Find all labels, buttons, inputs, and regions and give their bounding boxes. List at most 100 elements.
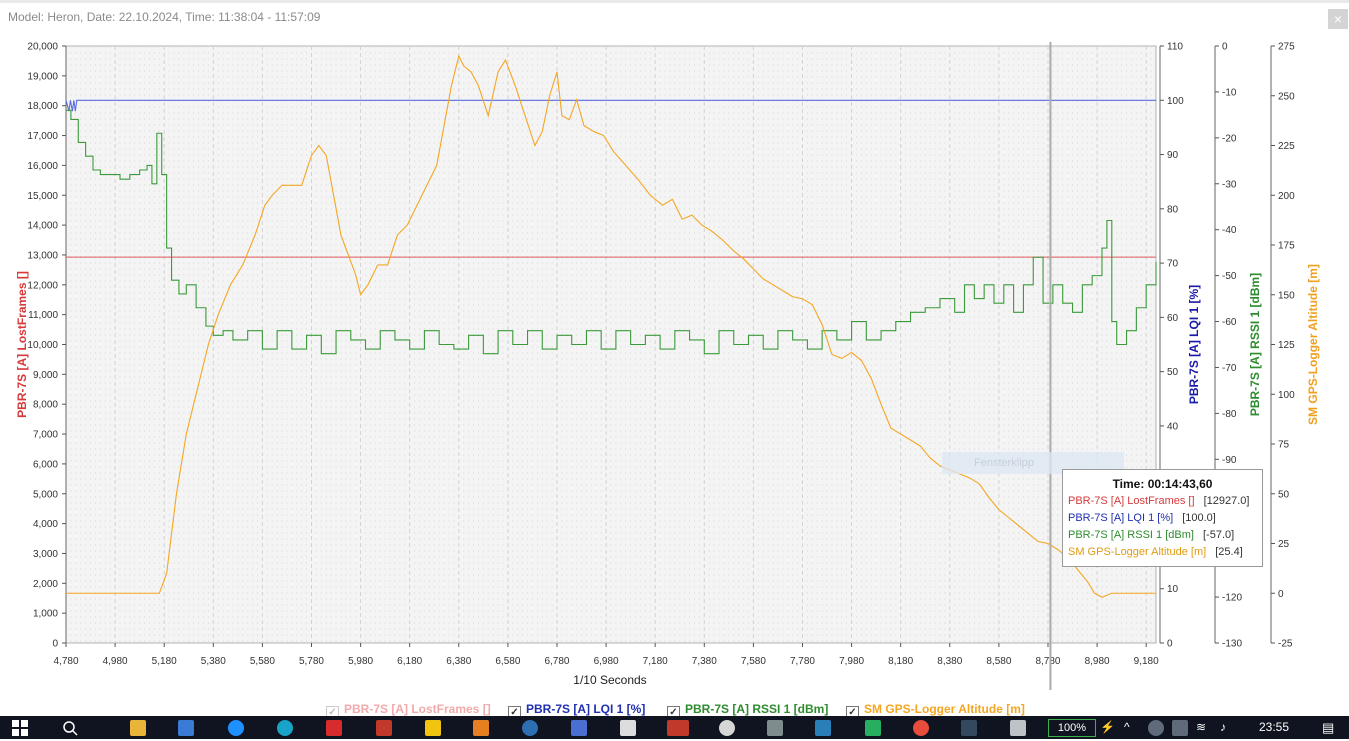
tooltip-row-value: [25.4] <box>1215 546 1243 558</box>
app-globe-icon[interactable] <box>522 720 538 736</box>
app-orange-icon[interactable] <box>473 720 489 736</box>
y-tick-label: -120 <box>1222 593 1242 604</box>
y-tick-label: -25 <box>1278 639 1293 650</box>
tooltip-row-name: PBR-7S [A] RSSI 1 [dBm] <box>1068 529 1194 541</box>
vspeak-icon[interactable] <box>667 720 689 736</box>
app-blue-icon[interactable] <box>571 720 587 736</box>
clock[interactable]: 23:55 <box>1259 720 1290 734</box>
y-tick-label: 10 <box>1167 584 1179 595</box>
y-tick-label: 11,000 <box>28 310 58 321</box>
tooltip-row-lostframes: PBR-7S [A] LostFrames [] [12927.0] <box>1068 495 1249 507</box>
tooltip-row-rssi: PBR-7S [A] RSSI 1 [dBm] [-57.0] <box>1068 529 1234 541</box>
y-tick-label: 6,000 <box>33 459 58 470</box>
tray-icon[interactable] <box>1172 720 1188 736</box>
volume-icon[interactable]: ♪ <box>1220 720 1226 734</box>
y-tick-label: 90 <box>1167 150 1179 161</box>
close-button[interactable]: × <box>1328 9 1348 29</box>
taskbar: 100% ⚡ ^ ≋ ♪ 23:55 ▤ <box>0 716 1349 739</box>
y-tick-label: 10,000 <box>27 340 58 351</box>
notification-icon[interactable]: ▤ <box>1322 720 1335 735</box>
app-dark-icon[interactable] <box>961 720 977 736</box>
checkbox-icon[interactable]: ✓ <box>667 706 680 719</box>
legend-item-lostframes[interactable]: ✓ PBR-7S [A] LostFrames [] <box>326 702 491 719</box>
y-tick-label: 110 <box>1167 42 1183 53</box>
title-bar: Model: Heron, Date: 22.10.2024, Time: 11… <box>0 3 1349 30</box>
y-tick-label: 60 <box>1167 313 1179 324</box>
tooltip-time-value: 00:14:43,60 <box>1147 477 1213 491</box>
y-tick-label: 8,000 <box>33 400 58 411</box>
axis-lost: 0 1,000 2,000 3,000 4,000 5,000 6,000 7,000 8,00… <box>15 42 67 650</box>
legend-label: PBR-7S [A] LQI 1 [%] <box>526 702 646 716</box>
y-tick-label: 50 <box>1278 489 1290 500</box>
legend-item-lqi[interactable]: ✓ PBR-7S [A] LQI 1 [%] <box>508 702 645 719</box>
wifi-icon[interactable]: ≋ <box>1196 720 1207 734</box>
y-tick-label: 4,000 <box>33 519 58 530</box>
y-tick-label: -130 <box>1222 639 1242 650</box>
y-tick-label: -40 <box>1222 225 1237 236</box>
y-tick-label: 25 <box>1278 539 1290 550</box>
y-tick-label: 275 <box>1278 42 1295 53</box>
app-disk-icon[interactable] <box>719 720 735 736</box>
y-tick-label: 20,000 <box>27 42 58 53</box>
x-tick-label: 5,180 <box>152 656 177 667</box>
x-tick-label: 6,780 <box>544 656 569 667</box>
chevron-up-icon[interactable]: ^ <box>1124 720 1130 734</box>
app-green-icon[interactable] <box>865 720 881 736</box>
edge-icon[interactable] <box>277 720 293 736</box>
x-tick-label: 6,980 <box>594 656 619 667</box>
calculator-icon[interactable] <box>767 720 783 736</box>
y-tick-label: 75 <box>1278 440 1290 451</box>
y-tick-label: 100 <box>1278 390 1295 401</box>
notes-icon[interactable] <box>425 720 441 736</box>
legend-item-rssi[interactable]: ✓ PBR-7S [A] RSSI 1 [dBm] <box>667 702 828 719</box>
plug-icon[interactable]: ⚡ <box>1100 720 1115 734</box>
search-icon[interactable] <box>62 720 78 736</box>
x-tick-label: 4,780 <box>53 656 78 667</box>
network-icon[interactable] <box>1148 720 1164 736</box>
store-icon[interactable] <box>178 720 194 736</box>
internet-explorer-icon[interactable] <box>228 720 244 736</box>
y-tick-label: 9,000 <box>33 370 58 381</box>
y-tick-label: 0 <box>1222 42 1228 53</box>
value-tooltip: Time: 00:14:43,60 PBR-7S [A] LostFrames … <box>1062 469 1263 567</box>
y-tick-label: -30 <box>1222 179 1237 190</box>
y-tick-label: -50 <box>1222 271 1237 282</box>
app-red-icon[interactable] <box>376 720 392 736</box>
y-tick-label: 70 <box>1167 259 1179 270</box>
app-grey-icon[interactable] <box>1010 720 1026 736</box>
y-tick-label: 16,000 <box>27 161 58 172</box>
file-explorer-icon[interactable] <box>130 720 146 736</box>
tooltip-row-name: PBR-7S [A] LostFrames [] <box>1068 495 1195 507</box>
y-tick-label: -60 <box>1222 317 1237 328</box>
pdf-reader-icon[interactable] <box>326 720 342 736</box>
tooltip-row-value: [12927.0] <box>1203 495 1250 507</box>
x-tick-label: 4,980 <box>103 656 128 667</box>
x-tick-label: 6,380 <box>446 656 471 667</box>
app-tools-icon[interactable] <box>620 720 636 736</box>
y-tick-label: 15,000 <box>27 191 58 202</box>
y-tick-label: -90 <box>1222 455 1237 466</box>
battery-indicator[interactable]: 100% <box>1048 719 1096 737</box>
chart[interactable]: 4,780 4,980 5,180 5,380 5,580 5,780 5,980 6,180… <box>0 30 1349 700</box>
top-strip <box>0 0 1349 3</box>
x-tick-label: 7,980 <box>839 656 864 667</box>
tooltip-time: Time: 00:14:43,60 <box>1063 477 1262 491</box>
y-tick-label: -80 <box>1222 409 1237 420</box>
y-tick-label: 0 <box>1278 589 1284 600</box>
x-tick-label: 5,980 <box>348 656 373 667</box>
legend: ✓ PBR-7S [A] LostFrames [] ✓ PBR-7S [A] LQ… <box>0 700 1349 719</box>
y-tick-label: 2,000 <box>33 579 58 590</box>
x-axis-label: 1/10 Seconds <box>573 673 646 687</box>
y-tick-label: 19,000 <box>27 71 58 82</box>
tooltip-row-lqi: PBR-7S [A] LQI 1 [%] [100.0] <box>1068 512 1216 524</box>
x-tick-label: 7,380 <box>692 656 717 667</box>
x-tick-label: 6,180 <box>397 656 422 667</box>
legend-item-altitude[interactable]: ✓ SM GPS-Logger Altitude [m] <box>846 702 1025 719</box>
x-tick-label: 7,780 <box>790 656 815 667</box>
windows-start-icon[interactable] <box>12 720 28 736</box>
altis-icon[interactable] <box>815 720 831 736</box>
chrome-icon[interactable] <box>913 720 929 736</box>
x-tick-label: 5,380 <box>201 656 226 667</box>
y-tick-label: 18,000 <box>27 101 58 112</box>
series-line-rssi <box>66 109 1157 355</box>
